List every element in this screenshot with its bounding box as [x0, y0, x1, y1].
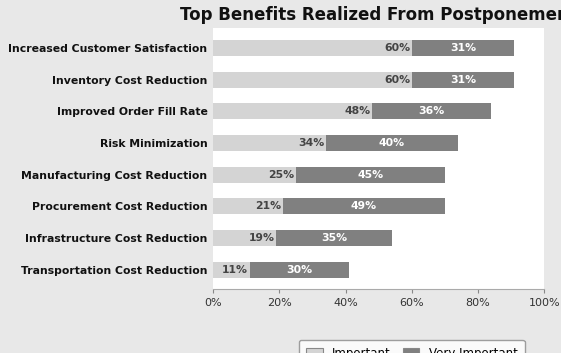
Bar	[213, 72, 412, 88]
Bar	[412, 72, 514, 88]
Bar	[213, 262, 250, 277]
Text: 36%: 36%	[419, 106, 445, 116]
Bar	[213, 230, 276, 246]
Text: 49%: 49%	[351, 201, 377, 211]
Legend: Important, Very Important: Important, Very Important	[299, 340, 525, 353]
Text: 60%: 60%	[384, 75, 410, 85]
Text: 31%: 31%	[450, 75, 476, 85]
Text: 19%: 19%	[249, 233, 274, 243]
Bar	[213, 198, 283, 214]
Text: 40%: 40%	[379, 138, 405, 148]
Text: 21%: 21%	[255, 201, 281, 211]
Text: 11%: 11%	[222, 265, 248, 275]
Bar	[213, 103, 372, 119]
Text: 34%: 34%	[298, 138, 324, 148]
Bar	[213, 167, 296, 183]
Bar	[283, 198, 445, 214]
Text: 35%: 35%	[321, 233, 347, 243]
Bar	[326, 135, 458, 151]
Bar	[250, 262, 349, 277]
Text: 45%: 45%	[357, 170, 384, 180]
Bar	[213, 40, 412, 56]
Text: 60%: 60%	[384, 43, 410, 53]
Bar	[412, 40, 514, 56]
Text: 48%: 48%	[344, 106, 370, 116]
Text: 30%: 30%	[286, 265, 312, 275]
Bar	[296, 167, 445, 183]
Text: 25%: 25%	[268, 170, 295, 180]
Bar	[213, 135, 326, 151]
Text: 31%: 31%	[450, 43, 476, 53]
Bar	[372, 103, 491, 119]
Title: Top Benefits Realized From Postponement: Top Benefits Realized From Postponement	[180, 6, 561, 24]
Bar	[276, 230, 392, 246]
